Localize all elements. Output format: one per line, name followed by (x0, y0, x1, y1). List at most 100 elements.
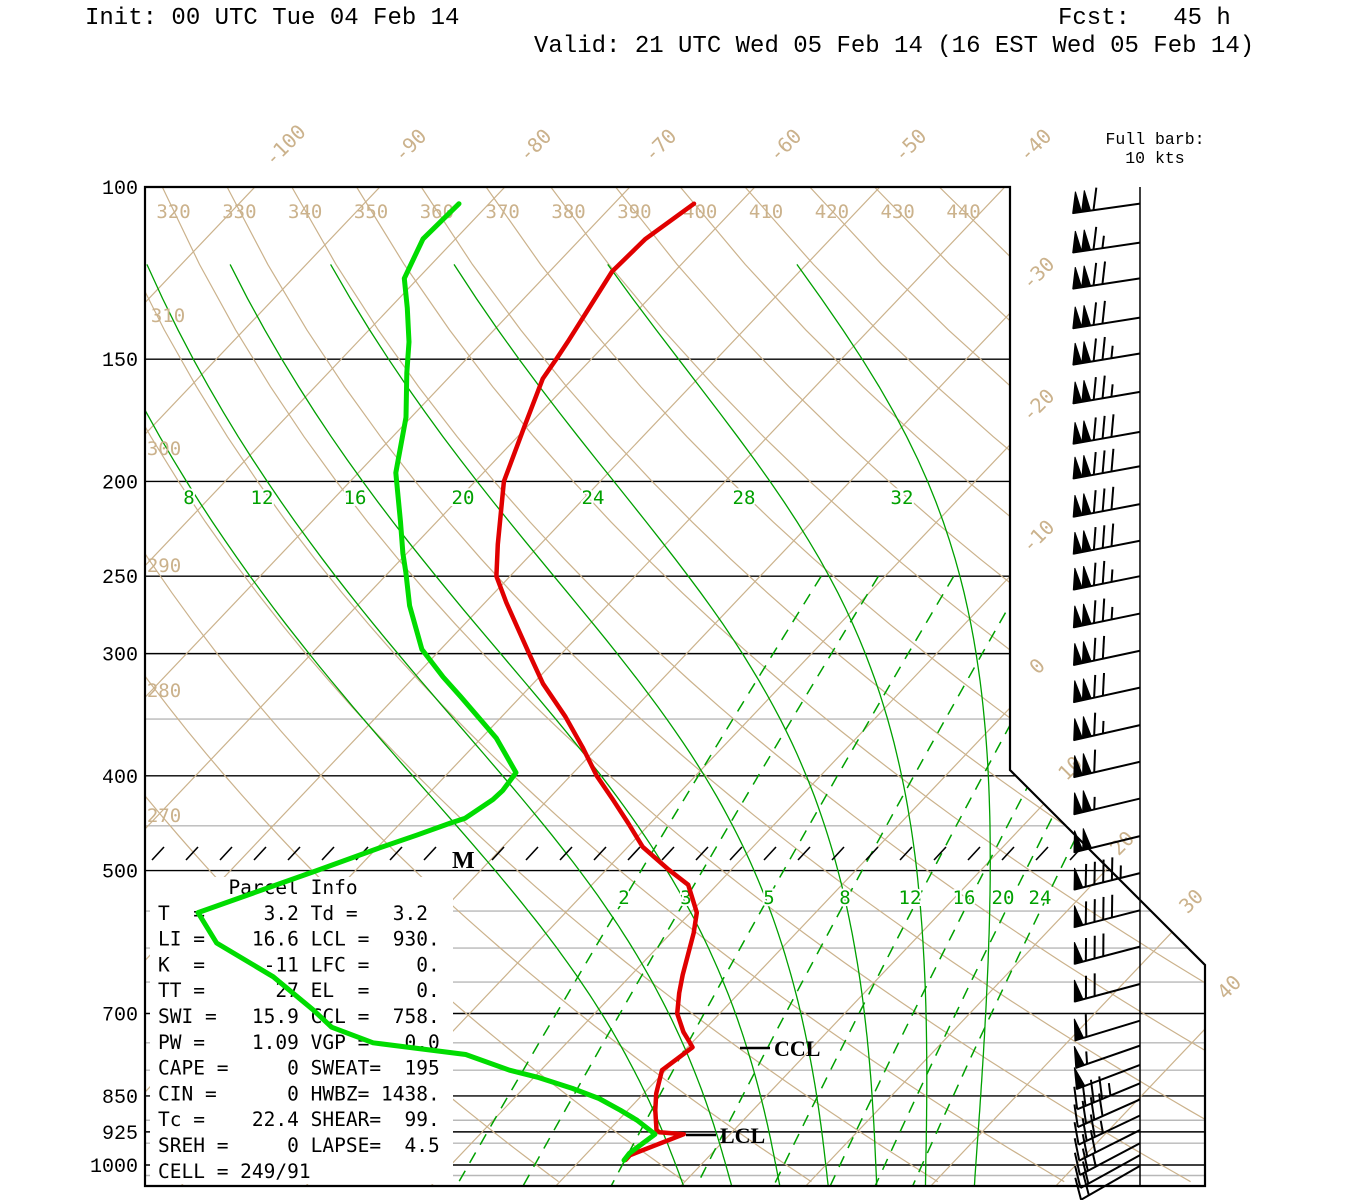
mixing-ratio-label: 5 (763, 887, 774, 909)
plot-border (143, 185, 1207, 1188)
parcel-info-row: T = 3.2 Td = 3.2 (158, 902, 428, 925)
isotherm-line (430, 187, 1205, 1186)
dry-adiabat-label: 400 (683, 201, 717, 223)
wind-barb (1073, 749, 1141, 779)
hatch-tick (219, 846, 233, 861)
wind-barb (1073, 1063, 1141, 1091)
isotherm-label: -20 (1017, 384, 1060, 427)
dry-adiabat-label: 300 (147, 438, 181, 460)
mixing-ratio-line (610, 575, 955, 1186)
temperature-curve (494, 201, 700, 1163)
dry-adiabat-line (938, 187, 1205, 1183)
dry-adiabat-line (356, 187, 1205, 1183)
isotherm-line (145, 187, 541, 1186)
dry-adiabat-label: 280 (147, 680, 181, 702)
ccl-marker-label: CCL (774, 1036, 820, 1061)
moist-adiabat-line (330, 264, 829, 1186)
m-marker: M (452, 848, 475, 874)
moist-adiabat-label: 8 (183, 487, 194, 509)
isotherm-line (145, 187, 416, 1186)
dry-adiabat-line (161, 187, 1191, 1183)
isotherm-label: 30 (1174, 884, 1208, 918)
init-time-label: Init: 00 UTC Tue 04 Feb 14 (85, 5, 459, 32)
isotherm-line (1055, 187, 1205, 1186)
moist-adiabat-label: 32 (891, 487, 914, 509)
isotherm-line (145, 187, 916, 1186)
freezing-hatch-marks (151, 846, 1083, 861)
parcel-info-title: Parcel Info (158, 876, 358, 899)
isotherm-label: -50 (889, 124, 932, 167)
parcel-info-row: TT = 27 EL = 0. (158, 979, 440, 1002)
wind-barb (1072, 336, 1141, 366)
moist-adiabat-label: 20 (452, 487, 475, 509)
hatch-tick (933, 846, 947, 861)
dry-adiabat-label: 420 (815, 201, 849, 223)
wind-barbs (1072, 187, 1141, 1200)
sounding-curves (195, 201, 700, 1163)
dry-adiabat-label: 440 (946, 201, 980, 223)
mixing-ratio-line (912, 575, 1205, 1186)
moist-adiabat-line (146, 264, 733, 1186)
mixing-ratio-line (695, 575, 1027, 1186)
hatch-tick (695, 846, 709, 861)
wind-barb (1072, 448, 1141, 480)
wind-barb (1073, 933, 1141, 965)
wind-barb (1072, 635, 1141, 666)
isotherm-label: 40 (1212, 970, 1246, 1004)
hatch-tick (763, 846, 777, 861)
hatch-tick (185, 846, 199, 861)
parcel-info-row: CIN = 0 HWBZ= 1438. (158, 1082, 440, 1105)
pressure-axis-label: 300 (102, 645, 138, 668)
hatch-tick (559, 846, 573, 861)
hatch-tick (491, 846, 505, 861)
wind-barb (1073, 1142, 1141, 1176)
wind-barb (1073, 712, 1141, 742)
dry-adiabat-line (145, 187, 1065, 1183)
mixing-ratio-line (522, 575, 880, 1186)
barb-legend-line2: 10 kts (1125, 149, 1184, 168)
hatch-tick (797, 846, 811, 861)
dry-adiabat-label: 430 (881, 201, 915, 223)
isotherm-line (145, 187, 666, 1186)
moist-adiabat-line (796, 264, 991, 1186)
parcel-info-row: PW = 1.09 VGP = 0.0 (158, 1031, 440, 1054)
wind-barb (1073, 1014, 1141, 1042)
dry-adiabat-line (145, 187, 939, 1183)
pressure-axis-label: 400 (102, 767, 138, 790)
moist-adiabat-label: 28 (733, 487, 756, 509)
mixing-ratio-label: 20 (992, 887, 1015, 909)
pressure-axis-label: 1000 (90, 1156, 138, 1179)
mixing-ratio-line (829, 575, 1141, 1186)
wind-barb (1072, 598, 1141, 629)
wind-barb (1073, 973, 1141, 1003)
dry-adiabat-line (550, 187, 1205, 1183)
pressure-axis-label: 925 (102, 1123, 138, 1146)
moist-adiabat-label: 16 (344, 487, 367, 509)
dry-adiabat-line (145, 187, 812, 1183)
hatch-tick (627, 846, 641, 861)
dry-adiabat-label: 390 (617, 201, 651, 223)
mixing-ratio-line (874, 575, 1179, 1186)
isotherm-label: -70 (639, 124, 682, 167)
wind-barb (1072, 486, 1141, 518)
isotherm-label: -30 (1017, 252, 1060, 295)
wind-barb (1072, 375, 1141, 405)
wind-barb (1072, 187, 1141, 215)
moist-adiabat-label: 12 (251, 487, 274, 509)
parcel-info-row: SREH = 0 LAPSE= 4.5 (158, 1134, 440, 1157)
dry-adiabat-line (420, 187, 1205, 1183)
hatch-tick (321, 846, 335, 861)
wind-barb (1073, 828, 1141, 854)
hatch-tick (967, 846, 981, 861)
hatch-tick (423, 846, 437, 861)
parcel-info-row: CAPE = 0 SWEAT= 195 (158, 1057, 440, 1080)
isotherm-line (145, 187, 791, 1186)
wind-barb (1072, 226, 1141, 254)
dry-adiabat-label: 330 (222, 201, 256, 223)
isotherm-label: -100 (260, 120, 311, 171)
wind-barb (1073, 672, 1141, 704)
dry-adiabat-label: 350 (354, 201, 388, 223)
wind-barb (1073, 894, 1141, 929)
hatch-tick (661, 846, 675, 861)
pressure-axis-label: 500 (102, 862, 138, 885)
